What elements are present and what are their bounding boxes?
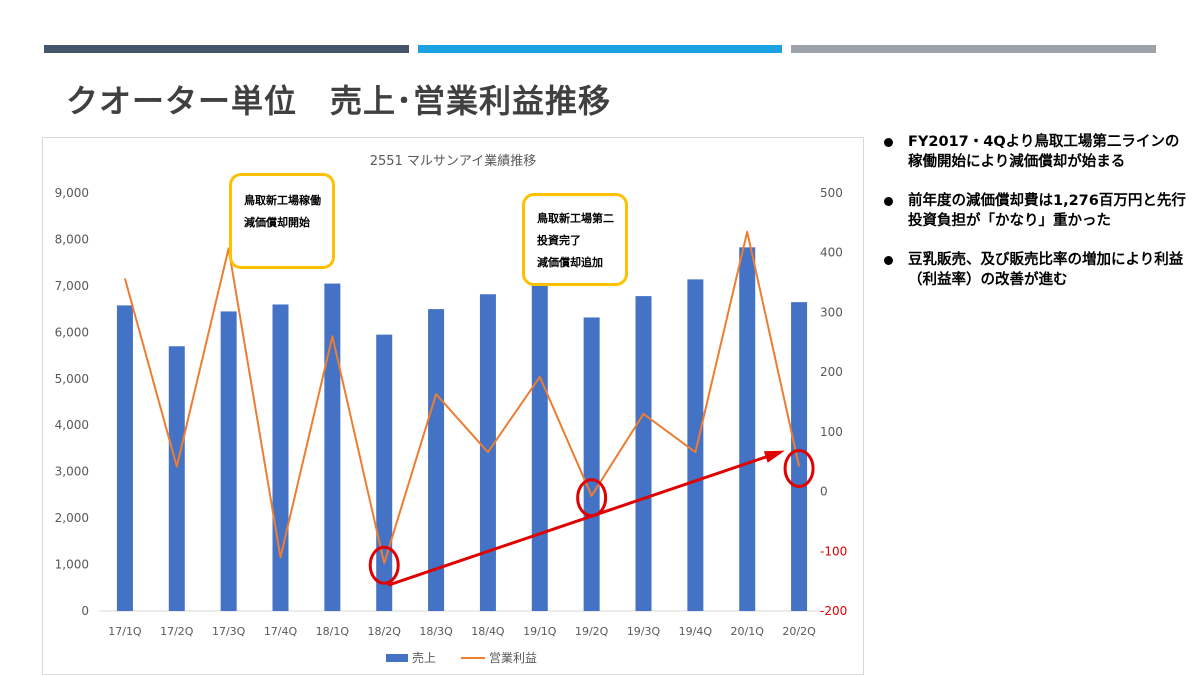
chart-title: 2551 マルサンアイ業績推移: [370, 153, 537, 169]
callout-line: 鳥取新工場第二: [537, 212, 614, 225]
bar-sales: [376, 334, 393, 611]
bullet-item: 豆乳販売、及び販売比率の増加により利益（利益率）の改善が進む: [880, 250, 1190, 290]
y-left-tick-label: 1,000: [55, 558, 89, 572]
header-strip-dark: [44, 45, 409, 53]
bar-sales: [116, 305, 133, 611]
y-right-tick-label: -200: [820, 604, 847, 618]
callout-depreciation-start: 鳥取新工場稼働 減価償却開始: [229, 173, 335, 269]
slide-title: クオーター単位 売上･営業利益推移: [66, 82, 612, 120]
callout-line: 減価償却開始: [244, 216, 310, 229]
y-left-tick-label: 8,000: [55, 232, 89, 246]
bullet-text: 豆乳販売、及び販売比率の増加により利益（利益率）の改善が進む: [908, 252, 1184, 288]
trend-arrow-head-icon: [763, 450, 785, 463]
x-tick-label: 19/1Q: [523, 625, 557, 638]
highlight-circle: [368, 545, 400, 585]
header-strip-blue: [418, 45, 782, 53]
bar-sales: [220, 311, 237, 611]
x-tick-label: 19/4Q: [679, 625, 713, 638]
bullet-item: 前年度の減価償却費は1,276百万円と先行投資負担が「かなり」重かった: [880, 191, 1190, 231]
legend-swatch-sales: [386, 654, 408, 662]
bullet-item: FY2017・4Qより鳥取工場第二ラインの稼働開始により減価償却が始まる: [880, 132, 1190, 172]
header-strip-gray: [791, 45, 1156, 53]
x-tick-label: 20/1Q: [731, 625, 765, 638]
y-right-tick-label: 300: [820, 305, 843, 319]
trend-arrow-line: [387, 451, 780, 587]
chart-frame: 2551 マルサンアイ業績推移 0 1,000 2,000 3,000 4,000 5,00…: [42, 137, 864, 675]
x-tick-label: 20/2Q: [782, 625, 816, 638]
y-right-tick-label: 200: [820, 365, 843, 379]
bullet-dot-icon: [884, 256, 893, 265]
highlight-circle: [783, 448, 815, 488]
bar-sales: [324, 283, 341, 611]
y-left-tick-label: 3,000: [55, 465, 89, 479]
bar-sales: [531, 280, 548, 611]
bar-sales: [428, 309, 445, 611]
callout-line: 減価償却追加: [537, 256, 603, 269]
legend-label-sales: 売上: [412, 650, 436, 665]
callout-line: 鳥取新工場稼働: [244, 194, 321, 207]
callout-line: 投資完了: [537, 234, 581, 247]
y-left-tick-label: 9,000: [55, 186, 89, 200]
x-tick-label: 17/3Q: [212, 625, 246, 638]
bullet-list: FY2017・4Qより鳥取工場第二ラインの稼働開始により減価償却が始まる 前年度…: [880, 132, 1190, 309]
bar-sales: [687, 279, 704, 611]
bar-sales: [272, 304, 289, 611]
y-left-tick-label: 0: [81, 604, 89, 618]
y-left-tick-label: 5,000: [55, 372, 89, 386]
y-left-tick-label: 6,000: [55, 325, 89, 339]
x-tick-label: 17/1Q: [108, 625, 142, 638]
callout-second-investment: 鳥取新工場第二 投資完了 減価償却追加: [522, 193, 628, 286]
bullet-dot-icon: [884, 197, 893, 206]
x-tick-label: 17/2Q: [160, 625, 194, 638]
bar-sales: [583, 317, 600, 611]
y-right-tick-label: 100: [820, 425, 843, 439]
x-tick-label: 18/4Q: [471, 625, 505, 638]
legend-label-profit: 営業利益: [489, 651, 537, 665]
y-left-tick-label: 2,000: [55, 511, 89, 525]
y-right-tick-label: -100: [820, 544, 847, 558]
y-right-tick-label: 400: [820, 246, 843, 260]
y-left-tick-label: 7,000: [55, 279, 89, 293]
x-tick-label: 18/1Q: [316, 625, 350, 638]
bullet-text: 前年度の減価償却費は1,276百万円と先行投資負担が「かなり」重かった: [908, 193, 1186, 229]
bar-sales: [791, 302, 808, 611]
bullet-dot-icon: [884, 138, 893, 147]
x-tick-label: 19/2Q: [575, 625, 609, 638]
bullet-text: FY2017・4Qより鳥取工場第二ラインの稼働開始により減価償却が始まる: [908, 134, 1180, 170]
bar-sales: [168, 346, 185, 611]
bar-sales: [635, 296, 652, 611]
x-tick-label: 18/3Q: [419, 625, 453, 638]
bar-sales: [739, 247, 756, 611]
combo-chart: 2551 マルサンアイ業績推移 0 1,000 2,000 3,000 4,000 5,00…: [55, 153, 848, 665]
x-tick-label: 19/3Q: [627, 625, 661, 638]
x-tick-label: 17/4Q: [264, 625, 298, 638]
y-left-tick-label: 4,000: [55, 418, 89, 432]
y-right-tick-label: 0: [820, 485, 828, 499]
x-tick-label: 18/2Q: [368, 625, 402, 638]
y-right-tick-label: 500: [820, 186, 843, 200]
line-operating-profit: [123, 230, 801, 565]
